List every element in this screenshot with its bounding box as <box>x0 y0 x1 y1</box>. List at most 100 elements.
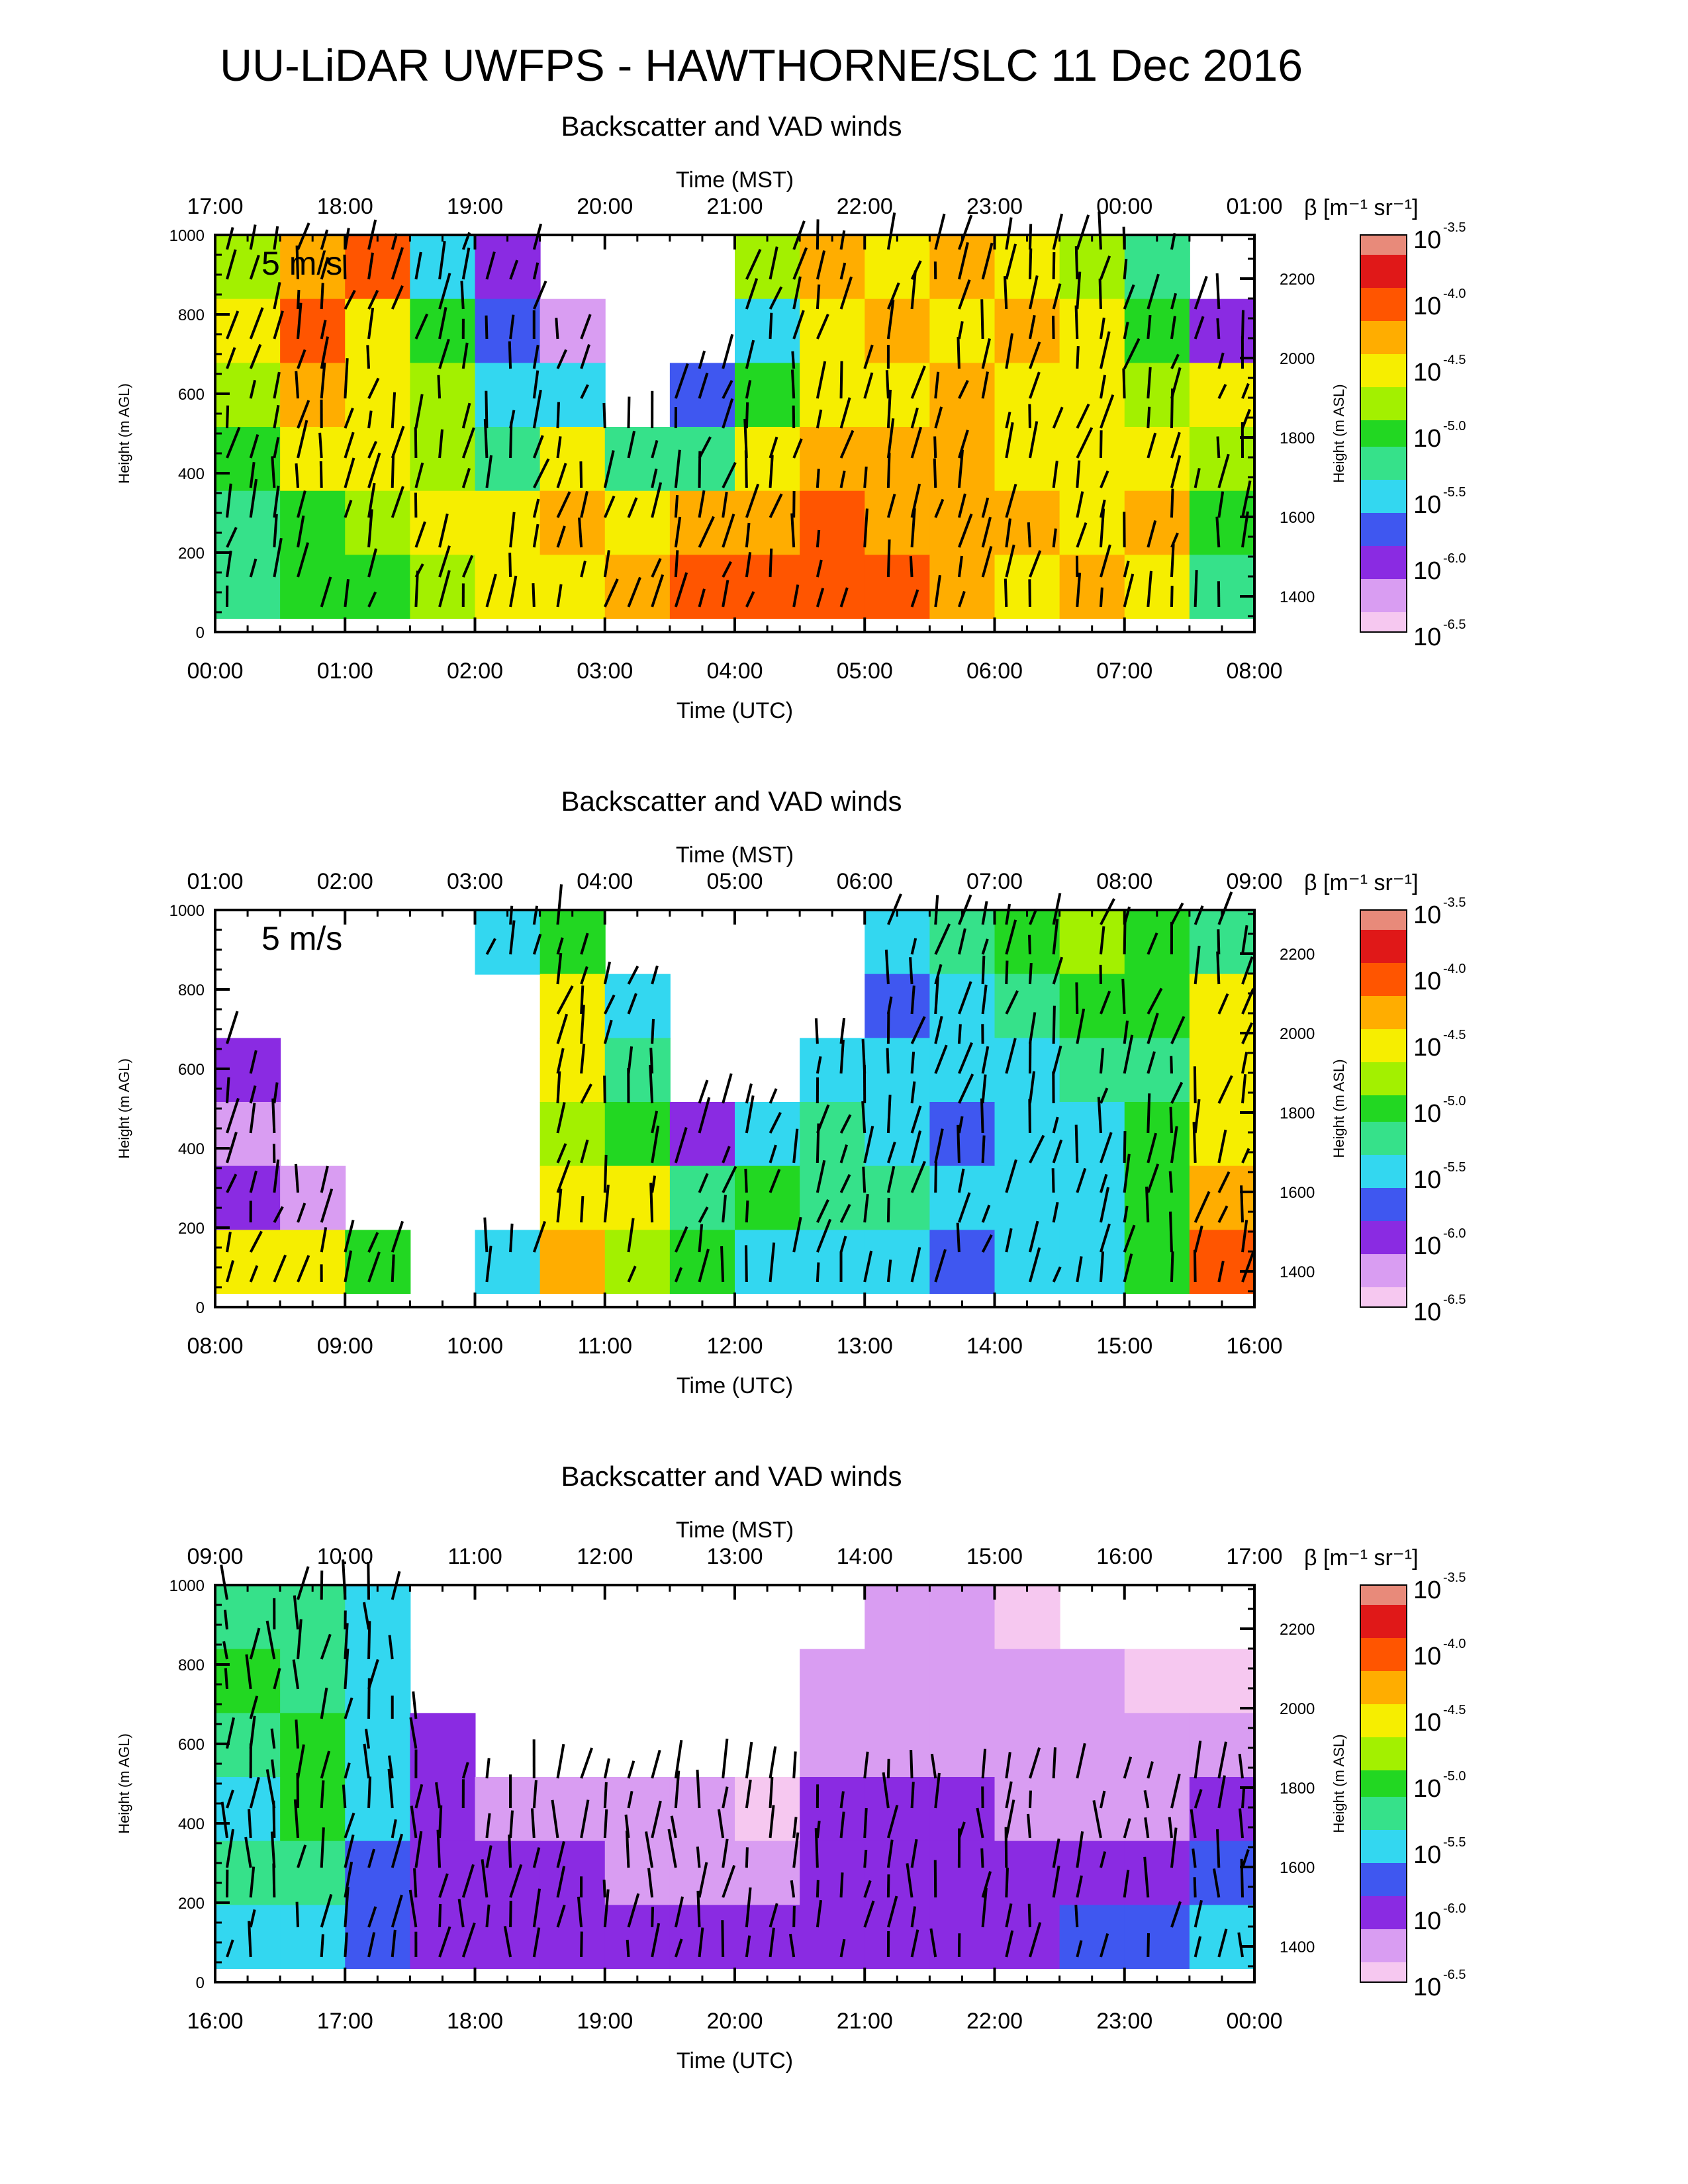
wind-vector <box>1052 283 1062 310</box>
wind-vector <box>1028 1012 1037 1044</box>
wind-vector <box>367 1251 381 1283</box>
wind-vector <box>532 262 539 280</box>
heatmap-cell <box>1124 1649 1190 1714</box>
heatmap-cell <box>410 1905 476 1970</box>
wind-vector <box>627 497 638 518</box>
colorbar-segment <box>1360 361 1407 368</box>
wind-vector <box>906 1863 914 1898</box>
x-tick-label: 09:00 <box>317 1334 373 1359</box>
colorbar-segment <box>1360 400 1407 408</box>
wind-vector <box>438 429 444 459</box>
wind-vector <box>556 491 571 518</box>
wind-vector <box>1240 1858 1244 1898</box>
wind-vector <box>1241 1251 1255 1283</box>
colorbar-tick-exponent: -3.5 <box>1443 895 1466 910</box>
wind-vector <box>295 1901 300 1928</box>
wind-vector <box>863 1849 868 1868</box>
wind-vector <box>698 1097 711 1134</box>
wind-vector <box>1098 211 1102 250</box>
wind-vector <box>722 380 733 399</box>
heatmap-cell <box>800 1165 866 1231</box>
colorbar-segment <box>1360 1201 1407 1208</box>
wind-vector <box>649 1064 654 1104</box>
wind-vector <box>1052 528 1057 548</box>
wind-vector <box>1076 1008 1086 1044</box>
wind-vector <box>293 1799 300 1839</box>
heatmap-cell <box>735 1905 801 1970</box>
wind-vector <box>886 539 891 578</box>
heatmap-cell <box>865 1585 931 1650</box>
wind-vector <box>886 1874 890 1898</box>
wind-vector <box>344 1762 351 1779</box>
wind-vector <box>886 1804 899 1839</box>
colorbar-segment <box>1360 1751 1407 1758</box>
wind-vector <box>839 1236 847 1253</box>
wind-vector <box>320 1780 325 1809</box>
wind-vector <box>483 419 489 459</box>
colorbar-segment <box>1360 1790 1407 1797</box>
wind-vector <box>297 1255 310 1283</box>
wind-vector <box>485 251 496 280</box>
wind-vector <box>556 1013 569 1044</box>
wind-vector <box>696 1846 701 1868</box>
wind-vector <box>485 938 496 955</box>
heatmap-cell <box>604 427 671 492</box>
wind-vector <box>509 259 519 280</box>
heatmap-cell <box>215 298 281 364</box>
x2-tick-label: 02:00 <box>317 869 373 894</box>
wind-vector <box>391 1894 403 1928</box>
wind-vector <box>461 342 469 369</box>
wind-vector <box>344 1250 353 1283</box>
wind-vector <box>367 1776 372 1809</box>
wind-vector <box>934 1772 941 1809</box>
heatmap-cell <box>215 1230 281 1295</box>
wind-vector <box>461 1762 469 1779</box>
wind-vector <box>627 430 636 459</box>
heatmap-cell <box>929 1585 996 1650</box>
wind-vector <box>957 449 964 488</box>
colorbar-segment <box>1360 1228 1407 1235</box>
heatmap-cell <box>929 1230 996 1295</box>
heatmap-cell <box>735 363 801 428</box>
wind-vector <box>863 1250 873 1283</box>
wind-vector <box>1029 371 1041 399</box>
wind-vector <box>698 1079 709 1104</box>
wind-vector <box>934 1128 944 1163</box>
colorbar-segment <box>1360 1208 1407 1215</box>
wind-vector <box>1100 1933 1109 1958</box>
wind-vector <box>436 1829 442 1868</box>
wind-vector <box>1100 1223 1111 1253</box>
wind-vector <box>297 490 306 518</box>
heatmap-cell <box>929 298 996 364</box>
wind-vector <box>862 1166 867 1193</box>
heatmap-cell <box>1124 1905 1190 1970</box>
wind-vector <box>1028 1099 1031 1134</box>
x2-tick-label: 18:00 <box>317 194 373 219</box>
heatmap-cell <box>280 363 346 428</box>
colorbar-segment <box>1360 923 1407 931</box>
wind-vector <box>556 884 563 925</box>
heatmap-cell <box>865 910 931 975</box>
heatmap-cell <box>475 555 541 619</box>
colorbar-tick-exponent: -5.0 <box>1443 419 1466 433</box>
colorbar-segment <box>1360 1770 1407 1778</box>
wind-vector <box>769 286 783 310</box>
colorbar-segment <box>1360 1155 1407 1162</box>
wind-vector <box>1217 352 1225 369</box>
heatmap-cell <box>865 1165 931 1231</box>
heatmap-cell <box>345 1841 411 1906</box>
wind-vector <box>578 517 583 548</box>
colorbar-tick-base: 10 <box>1413 968 1441 995</box>
wind-vector <box>344 1862 353 1898</box>
wind-vector <box>249 254 260 280</box>
colorbar-segment <box>1360 1148 1407 1156</box>
wind-vector <box>651 1019 655 1044</box>
heatmap-cell <box>539 1841 606 1906</box>
colorbar-segment <box>1360 1248 1407 1255</box>
wind-vector <box>295 463 300 488</box>
wind-vector <box>1076 345 1080 369</box>
wind-vector <box>910 1016 926 1044</box>
colorbar-tick-base: 10 <box>1413 1576 1441 1604</box>
heatmap-cell <box>865 1230 931 1295</box>
heatmap-cell <box>735 555 801 619</box>
